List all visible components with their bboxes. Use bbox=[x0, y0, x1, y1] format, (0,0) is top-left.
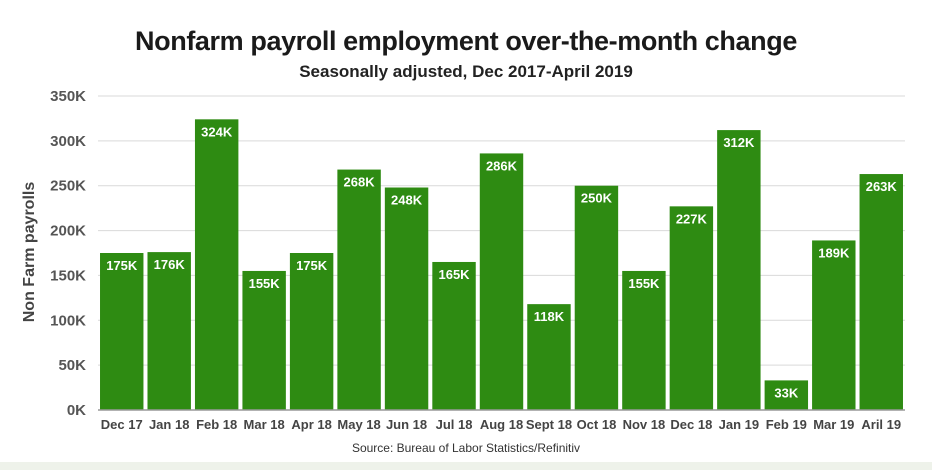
bar bbox=[242, 270, 286, 410]
data-label: 175K bbox=[296, 258, 328, 273]
y-tick-label: 200K bbox=[50, 223, 86, 240]
bar bbox=[337, 169, 381, 410]
bar bbox=[764, 380, 809, 410]
y-tick-label: 100K bbox=[50, 312, 86, 329]
data-label: 250K bbox=[581, 191, 613, 206]
y-tick-label: 0K bbox=[67, 402, 86, 419]
x-tick-label: Jul 18 bbox=[436, 417, 473, 432]
chart-subtitle: Seasonally adjusted, Dec 2017-April 2019 bbox=[299, 62, 633, 81]
data-labels: 175K 176K 324K 155K 175K 268K 248K 165K 286K 118K… bbox=[106, 124, 897, 400]
bar bbox=[100, 253, 144, 410]
x-tick-label: Apr 18 bbox=[291, 417, 331, 432]
x-tick-label: Mar 19 bbox=[813, 417, 854, 432]
x-axis-ticks: Dec 17 Jan 18 Feb 18 Mar 18 Apr 18 May 18 Jun … bbox=[101, 417, 901, 432]
bar bbox=[194, 119, 239, 410]
data-label: 33K bbox=[774, 385, 798, 400]
bar bbox=[479, 153, 524, 410]
bar bbox=[432, 261, 476, 410]
x-tick-label: Sept 18 bbox=[526, 417, 572, 432]
x-tick-label: Dec 17 bbox=[101, 417, 143, 432]
data-label: 263K bbox=[866, 179, 898, 194]
x-tick-label: Nov 18 bbox=[623, 417, 666, 432]
y-tick-label: 350K bbox=[50, 88, 86, 105]
data-label: 189K bbox=[818, 245, 850, 260]
bar bbox=[622, 270, 666, 410]
bar bbox=[574, 185, 619, 410]
data-label: 268K bbox=[344, 175, 376, 190]
x-tick-label: Aril 19 bbox=[861, 417, 901, 432]
bar bbox=[859, 174, 903, 410]
y-tick-label: 300K bbox=[50, 133, 86, 150]
bar bbox=[384, 187, 429, 410]
data-label: 118K bbox=[534, 309, 565, 324]
data-label: 312K bbox=[723, 135, 755, 150]
bottom-strip bbox=[0, 462, 932, 470]
data-label: 155K bbox=[628, 276, 660, 291]
data-label: 175K bbox=[106, 258, 138, 273]
bar bbox=[812, 240, 856, 410]
x-tick-label: Aug 18 bbox=[480, 417, 523, 432]
source-note: Source: Bureau of Labor Statistics/Refin… bbox=[351, 441, 581, 455]
bars bbox=[100, 119, 903, 410]
y-axis-ticks: 0K 50K 100K 150K 200K 250K 300K 350K bbox=[50, 88, 86, 419]
data-label: 227K bbox=[676, 211, 708, 226]
x-tick-label: Jan 18 bbox=[149, 417, 189, 432]
x-tick-label: Feb 19 bbox=[766, 417, 807, 432]
y-tick-label: 250K bbox=[50, 178, 86, 195]
y-tick-label: 150K bbox=[50, 267, 86, 284]
bar bbox=[527, 304, 571, 410]
data-label: 155K bbox=[249, 276, 281, 291]
x-tick-label: May 18 bbox=[337, 417, 380, 432]
data-label: 176K bbox=[154, 257, 186, 272]
x-tick-label: Feb 18 bbox=[196, 417, 237, 432]
x-tick-label: Oct 18 bbox=[577, 417, 617, 432]
data-label: 324K bbox=[201, 124, 233, 139]
bar bbox=[147, 252, 191, 410]
data-label: 165K bbox=[438, 267, 470, 282]
chart-title: Nonfarm payroll employment over-the-mont… bbox=[135, 26, 797, 56]
x-tick-label: Jun 18 bbox=[386, 417, 427, 432]
x-tick-label: Dec 18 bbox=[670, 417, 712, 432]
data-label: 248K bbox=[391, 193, 423, 208]
data-label: 286K bbox=[486, 158, 518, 173]
x-tick-label: Mar 18 bbox=[244, 417, 285, 432]
bar bbox=[669, 206, 714, 410]
x-tick-label: Jan 19 bbox=[719, 417, 759, 432]
bar bbox=[717, 130, 761, 410]
bar bbox=[289, 253, 334, 410]
y-tick-label: 50K bbox=[58, 357, 86, 374]
